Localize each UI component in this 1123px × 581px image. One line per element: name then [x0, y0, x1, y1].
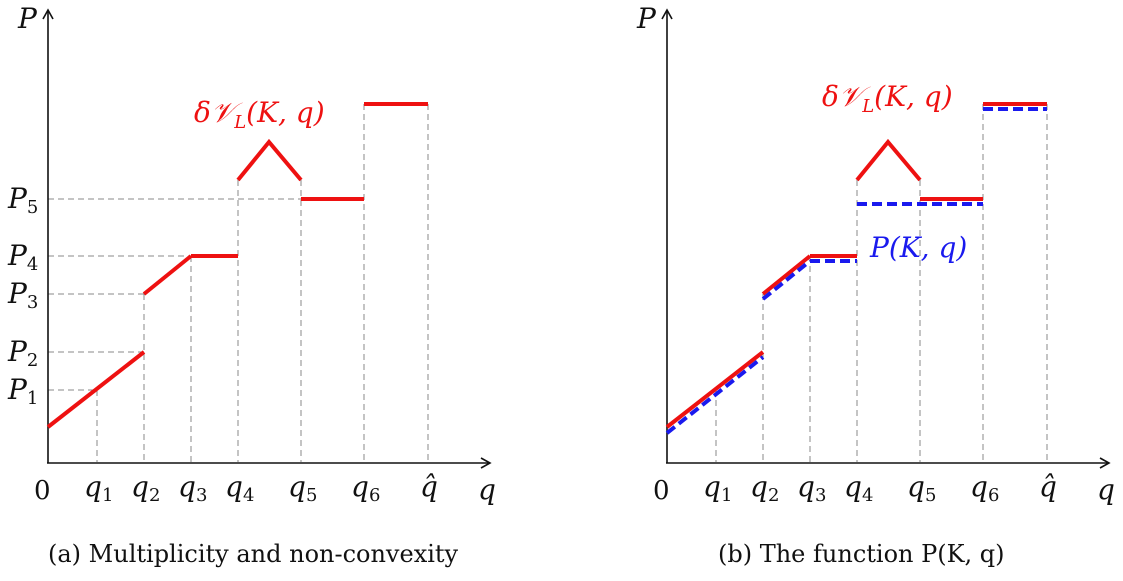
- x-tick-q2: q2: [131, 470, 160, 506]
- panel-a-x-arrow: [480, 457, 492, 469]
- panel-b-x-label: q: [1097, 473, 1115, 506]
- panel-b: P q 0 q1 q2 q3 q4 q5 q6 q̂ δ𝒱L(K, q) P(K…: [636, 2, 1115, 568]
- panel-a-origin: 0: [34, 476, 51, 506]
- panel-a-curve-label: δ𝒱L(K, q): [194, 96, 325, 133]
- x-tick-b-q4: q4: [844, 470, 873, 506]
- x-tick-q1: q1: [84, 470, 113, 506]
- x-tick-q4: q4: [225, 470, 254, 506]
- panel-a-x-ticks: q1 q2 q3 q4 q5 q6 q̂: [84, 470, 438, 506]
- red-segment-1: [46, 350, 146, 429]
- x-tick-b-q6: q6: [970, 470, 999, 506]
- panel-a-y-ticks: P1 P2 P3 P4 P5: [7, 182, 38, 409]
- panel-b-curve-label: δ𝒱L(K, q): [822, 80, 953, 117]
- x-tick-q3: q3: [178, 470, 207, 506]
- panel-b-caption: (b) The function P(K, q): [718, 540, 1005, 568]
- panel-a-caption: (a) Multiplicity and non-convexity: [48, 540, 459, 568]
- panel-b-blue-label: P(K, q): [869, 231, 967, 264]
- panel-b-blue-curve: [665, 107, 1047, 435]
- panel-b-origin: 0: [653, 476, 670, 506]
- panel-a-y-label: P: [17, 2, 38, 35]
- panel-b-y-label: P: [636, 2, 657, 35]
- panel-a: P q 0 q1 q2 q3 q4 q5 q6 q̂ P1 P2 P3 P4 P…: [7, 2, 496, 568]
- x-tick-b-q1: q1: [703, 470, 732, 506]
- x-tick-b-q3: q3: [797, 470, 826, 506]
- x-tick-b-q5: q5: [907, 470, 936, 506]
- panel-b-guides: [715, 104, 1048, 462]
- panel-a-red-curve: [46, 102, 428, 429]
- panel-a-y-arrow: [42, 8, 54, 20]
- x-tick-qhat: q̂: [420, 470, 438, 503]
- y-tick-p2: P2: [7, 335, 38, 371]
- x-tick-b-qhat: q̂: [1039, 470, 1057, 503]
- blue-segment-1: [665, 355, 765, 435]
- y-tick-p4: P4: [7, 239, 38, 275]
- panel-b-x-arrow: [1099, 457, 1111, 469]
- y-tick-p3: P3: [7, 277, 38, 313]
- x-tick-q5: q5: [288, 470, 317, 506]
- panel-a-guides: [48, 104, 429, 462]
- blue-segment-2: [761, 259, 812, 301]
- red-segment-2: [142, 254, 193, 296]
- red-b-segment-peak: [855, 138, 922, 182]
- x-tick-b-q2: q2: [750, 470, 779, 506]
- y-tick-p5: P5: [7, 182, 38, 218]
- red-segment-peak: [236, 138, 303, 182]
- panel-a-x-label: q: [478, 473, 496, 506]
- panel-b-y-arrow: [661, 8, 673, 20]
- panel-b-x-ticks: q1 q2 q3 q4 q5 q6 q̂: [703, 470, 1057, 506]
- y-tick-p1: P1: [7, 373, 38, 409]
- red-b-segment-1: [665, 350, 765, 429]
- panel-b-red-curve: [665, 102, 1047, 429]
- x-tick-q6: q6: [351, 470, 380, 506]
- red-b-segment-2: [761, 254, 812, 296]
